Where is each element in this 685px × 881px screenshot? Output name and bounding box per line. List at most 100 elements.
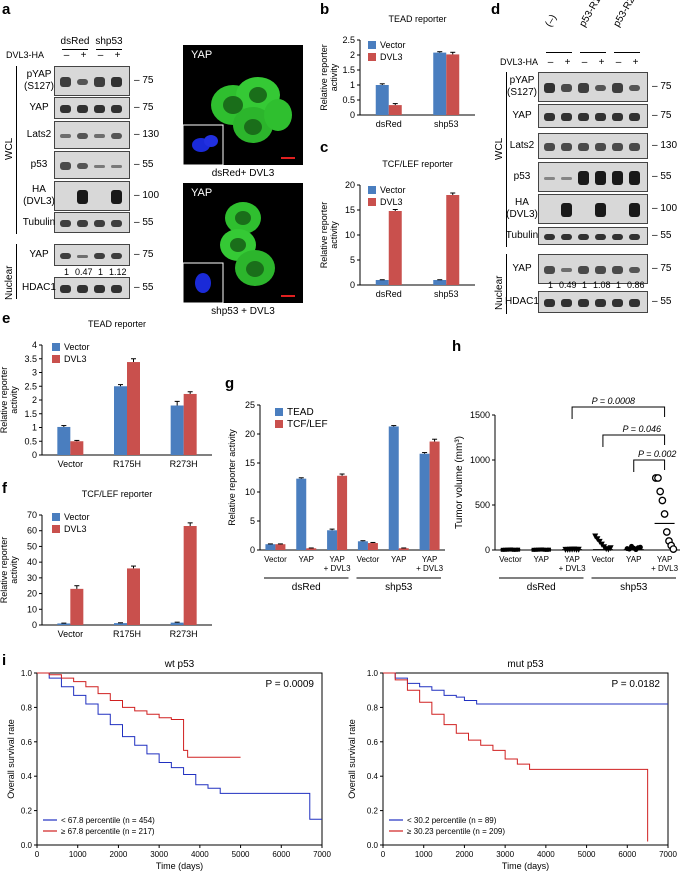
- y-tick-label: 0.4: [367, 772, 379, 781]
- blot-strip: [538, 133, 648, 159]
- y-tick-label: 40: [27, 557, 37, 567]
- panel-letter-d: d: [491, 1, 501, 18]
- lane-group-line: [580, 52, 606, 53]
- kda-marker: – 55: [134, 159, 154, 170]
- microscopy-label: YAP: [191, 49, 213, 61]
- blot-band: [111, 252, 122, 260]
- y-tick-label: 3.5: [24, 354, 37, 364]
- y-tick-label: 20: [245, 429, 255, 439]
- blot-row-label: Tubulin: [22, 216, 56, 228]
- group-label: dsRed: [292, 582, 321, 593]
- bar: [57, 426, 71, 455]
- blot-band: [612, 112, 623, 122]
- lane-sign: –: [547, 57, 554, 68]
- blot-band: [60, 105, 71, 113]
- panel-letter-e: e: [2, 310, 11, 327]
- chart-title: TEAD reporter: [88, 319, 146, 329]
- comparison-bracket: [602, 434, 666, 447]
- kda-marker: – 55: [134, 216, 154, 228]
- x-tick-label: R273H: [170, 459, 198, 469]
- comparison-bracket: [571, 406, 666, 419]
- kda-marker: – 55: [652, 230, 672, 241]
- axis-ylabel: Relative reporteractivity: [320, 44, 339, 111]
- kda-marker: – 75: [652, 110, 672, 121]
- legend-swatch: [52, 513, 60, 521]
- section-bracket: [506, 72, 507, 247]
- y-tick-label: 2.5: [24, 381, 37, 391]
- chart-c-tcf-lef-reporter: TCF/LEF reporter 0 5 10 15 20 Relative reporte…: [320, 159, 475, 299]
- legend-label: < 67.8 percentile (n = 454): [61, 816, 155, 825]
- blot-band: [544, 265, 555, 275]
- y-tick-label: 2.5: [342, 35, 355, 45]
- plot-frame: [36, 672, 323, 846]
- blot-band: [629, 299, 640, 307]
- legend-label: DVL3: [64, 524, 87, 534]
- data-point: [654, 474, 662, 482]
- x-tick-label: Vector: [357, 555, 380, 564]
- lane-sign: +: [114, 50, 121, 61]
- blot-band: [578, 143, 589, 151]
- blot-band: [111, 285, 122, 293]
- kda-marker: – 130: [652, 140, 678, 151]
- lane-group-line: [546, 52, 572, 53]
- treatment-label: DVL3-HA: [500, 57, 539, 67]
- blot-band: [77, 105, 88, 113]
- blot-band: [77, 220, 88, 227]
- legend-swatch: [368, 198, 376, 206]
- bar: [306, 548, 317, 550]
- blot-band: [111, 132, 122, 140]
- y-tick-label: 0.4: [21, 772, 33, 781]
- blot-band: [612, 299, 623, 307]
- treatment-label: DVL3-HA: [6, 50, 45, 60]
- bar: [265, 544, 276, 550]
- legend-label: < 30.2 percentile (n = 89): [407, 816, 497, 825]
- bar: [446, 54, 460, 115]
- blot-band: [77, 190, 88, 204]
- blot-band: [77, 285, 88, 293]
- y-tick-label: 0.8: [367, 703, 379, 712]
- axis-ylabel: Relative reporteractivity: [0, 367, 19, 434]
- blot-band: [629, 203, 640, 217]
- microscopy-caption: shp53 + DVL3: [211, 306, 275, 317]
- y-tick-label: 0.0: [21, 841, 33, 850]
- legend-swatch: [52, 525, 60, 533]
- chart-e-tead-reporter: TEAD reporter 0 0.5 1 1.5 2 2.5 3 3.5 4 Relative r…: [0, 319, 212, 469]
- legend-label: DVL3: [64, 354, 87, 364]
- chart-g-reporter-activity: 0 5 10 15 20 25 Relative reporter activity Vect…: [227, 400, 445, 593]
- y-tick-label: 0: [350, 280, 355, 290]
- blot-row-label: p53: [513, 171, 531, 182]
- blot-row-label: pYAP (S127): [506, 75, 537, 98]
- panel-letter-f: f: [2, 480, 7, 497]
- x-tick-label: YAP + DVL3: [559, 555, 586, 573]
- legend-label: DVL3: [380, 197, 403, 207]
- y-tick-label: 20: [27, 589, 37, 599]
- blot-band: [94, 220, 105, 227]
- blot-band: [111, 164, 122, 168]
- bar: [398, 548, 409, 550]
- chart-f-tcf-lef-reporter: TCF/LEF reporter 0 10 20 30 40 50 60 70 Relative …: [0, 489, 212, 639]
- y-tick-label: 0: [32, 620, 37, 630]
- blot-band: [60, 220, 71, 227]
- panel-letter-h: h: [452, 338, 462, 355]
- y-tick-label: 2: [32, 395, 37, 405]
- blot-strip: [538, 72, 648, 102]
- kda-marker: – 75: [134, 249, 154, 260]
- y-tick-label: 0: [32, 450, 37, 460]
- y-tick-label: 30: [27, 573, 37, 583]
- chart-h-tumor-volume: 0 500 1000 1500 Tumor volume (mm³) Vector YAP Y…: [454, 396, 680, 593]
- survival-curve: [37, 672, 322, 820]
- y-tick-label: 1: [350, 80, 355, 90]
- y-tick-label: 0.8: [21, 703, 33, 712]
- bar: [57, 623, 71, 625]
- lane-sign: –: [615, 57, 622, 68]
- y-tick-label: 1.5: [342, 65, 355, 75]
- bar: [446, 195, 460, 285]
- chart-title: mut p53: [507, 659, 544, 670]
- blot-band: [612, 171, 623, 185]
- blot-band: [578, 112, 589, 122]
- bar: [429, 441, 440, 550]
- axis-ylabel: Tumor volume (mm³): [454, 436, 465, 529]
- blot-band: [578, 171, 589, 185]
- blot-band: [60, 134, 71, 138]
